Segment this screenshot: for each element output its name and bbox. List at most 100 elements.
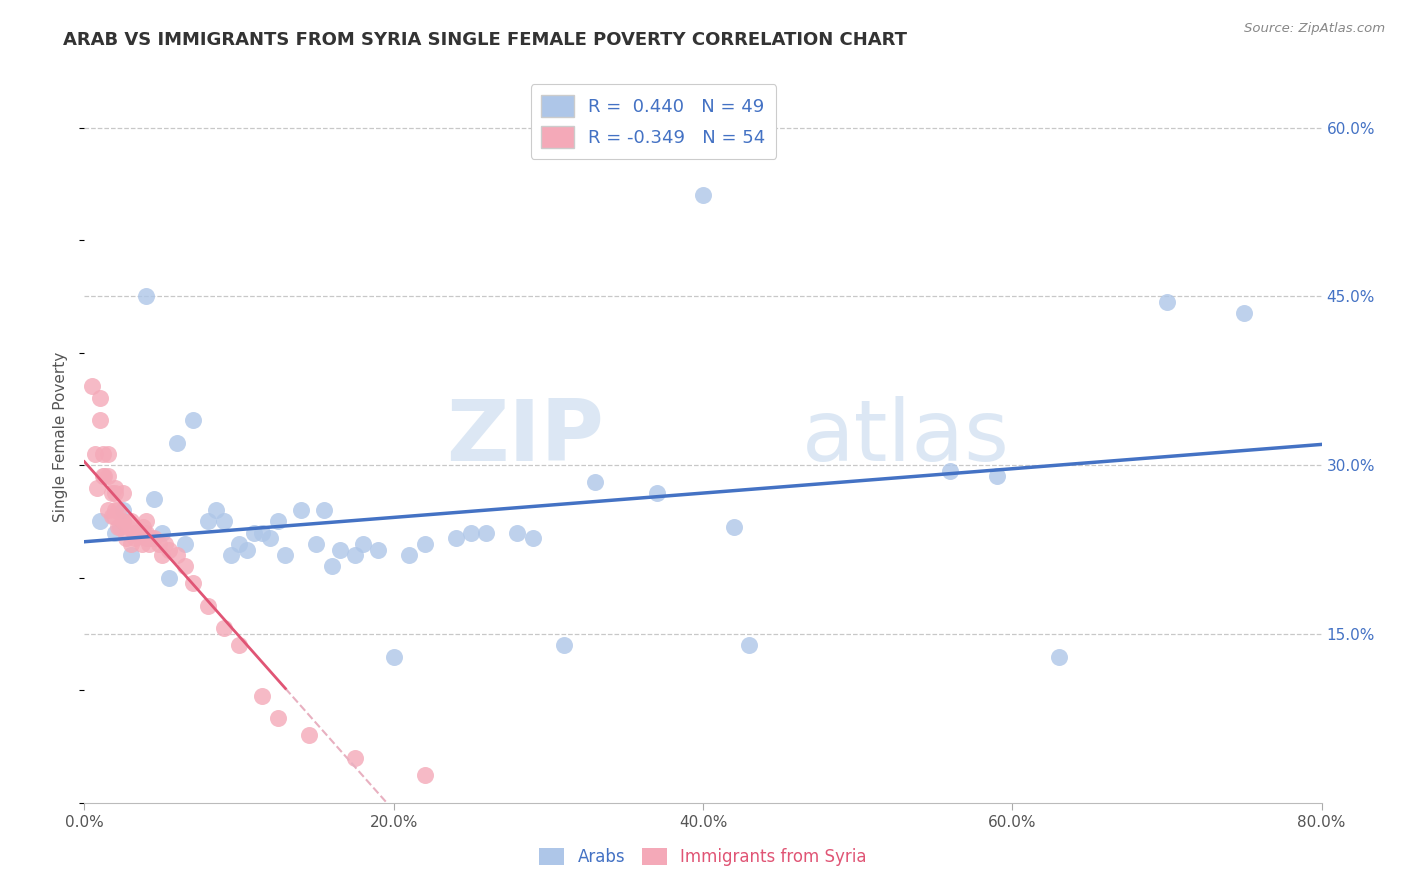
Point [107, 520, 129, 534]
Point [290, 503, 312, 517]
Point [159, 542, 180, 557]
Point [250, 689, 273, 703]
Point [135, 515, 157, 529]
Point [1047, 649, 1070, 664]
Point [267, 515, 290, 529]
Point [143, 491, 166, 506]
Point [267, 711, 290, 725]
Point [312, 503, 335, 517]
Point [259, 532, 281, 546]
Point [84, 447, 107, 461]
Point [148, 537, 170, 551]
Point [139, 532, 162, 546]
Point [181, 576, 204, 591]
Point [117, 520, 139, 534]
Point [104, 525, 127, 540]
Point [398, 548, 420, 562]
Point [112, 486, 135, 500]
Point [127, 525, 149, 540]
Point [131, 537, 153, 551]
Point [96, 503, 118, 517]
Text: Source: ZipAtlas.com: Source: ZipAtlas.com [1244, 22, 1385, 36]
Point [101, 486, 124, 500]
Point [135, 525, 157, 540]
Point [367, 542, 389, 557]
Point [212, 621, 235, 635]
Point [93, 469, 115, 483]
Point [166, 435, 188, 450]
Point [343, 751, 366, 765]
Point [553, 638, 575, 652]
Point [235, 542, 259, 557]
Point [738, 638, 761, 652]
Point [328, 542, 352, 557]
Point [112, 515, 135, 529]
Point [112, 503, 135, 517]
Point [91, 469, 114, 483]
Point [583, 475, 606, 489]
Point [103, 508, 125, 523]
Point [89, 391, 111, 405]
Text: ZIP: ZIP [446, 395, 605, 479]
Point [343, 548, 366, 562]
Point [692, 188, 714, 202]
Point [159, 571, 180, 585]
Point [112, 515, 135, 529]
Point [205, 503, 228, 517]
Point [127, 525, 149, 540]
Point [150, 525, 173, 540]
Text: ARAB VS IMMIGRANTS FROM SYRIA SINGLE FEMALE POVERTY CORRELATION CHART: ARAB VS IMMIGRANTS FROM SYRIA SINGLE FEM… [63, 31, 907, 49]
Point [413, 767, 436, 781]
Point [101, 508, 124, 523]
Point [181, 413, 204, 427]
Point [86, 481, 108, 495]
Point [250, 525, 273, 540]
Point [135, 532, 157, 546]
Point [120, 515, 142, 529]
Text: atlas: atlas [801, 395, 1010, 479]
Point [135, 289, 157, 303]
Point [91, 447, 114, 461]
Point [120, 537, 142, 551]
Point [104, 481, 127, 495]
Point [986, 469, 1008, 483]
Point [115, 532, 138, 546]
Point [89, 413, 111, 427]
Point [219, 548, 242, 562]
Point [96, 469, 118, 483]
Point [321, 559, 343, 574]
Y-axis label: Single Female Poverty: Single Female Poverty [53, 352, 69, 522]
Point [197, 515, 219, 529]
Point [506, 525, 529, 540]
Point [444, 532, 467, 546]
Point [228, 537, 250, 551]
Point [166, 548, 188, 562]
Point [305, 537, 328, 551]
Point [104, 486, 127, 500]
Point [382, 649, 405, 664]
Point [352, 537, 374, 551]
Point [228, 638, 250, 652]
Point [122, 525, 145, 540]
Point [174, 537, 197, 551]
Point [104, 503, 127, 517]
Point [297, 728, 319, 742]
Point [107, 503, 129, 517]
Point [1156, 295, 1178, 310]
Point [150, 548, 173, 562]
Point [138, 537, 160, 551]
Point [174, 559, 197, 574]
Point [89, 515, 111, 529]
Point [153, 537, 176, 551]
Point [475, 525, 498, 540]
Point [143, 532, 166, 546]
Point [522, 532, 544, 546]
Point [124, 532, 146, 546]
Point [96, 447, 118, 461]
Point [132, 520, 155, 534]
Point [939, 464, 962, 478]
Point [212, 515, 235, 529]
Point [413, 537, 436, 551]
Point [723, 520, 745, 534]
Point [197, 599, 219, 613]
